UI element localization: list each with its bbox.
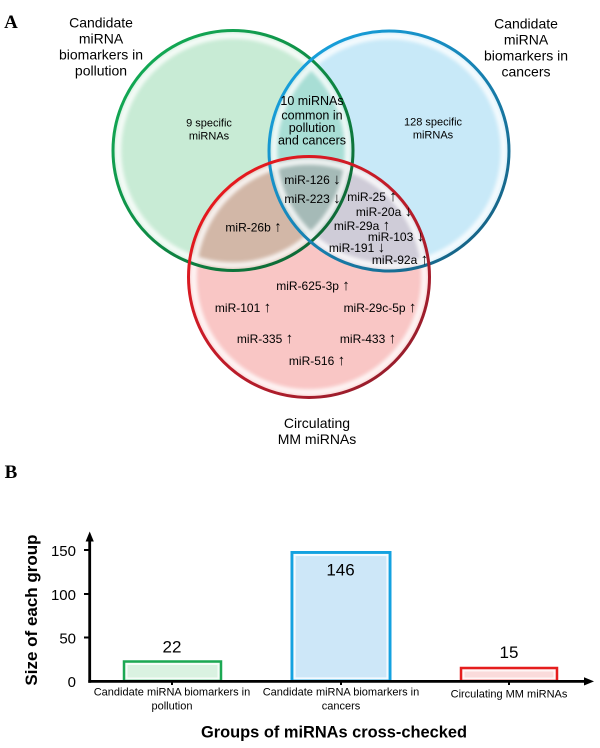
- svg-text:Candidate miRNA biomarkers in: Candidate miRNA biomarkers in: [263, 687, 420, 699]
- svg-text:Circulating MM miRNAs: Circulating MM miRNAs: [451, 689, 568, 701]
- svg-text:22: 22: [163, 638, 182, 657]
- svg-text:miR-26b ↑: miR-26b ↑: [225, 219, 281, 236]
- svg-text:cancers: cancers: [322, 701, 361, 713]
- svg-text:Groups of miRNAs cross-checked: Groups of miRNAs cross-checked: [201, 724, 467, 742]
- svg-text:Candidate: Candidate: [494, 16, 558, 32]
- svg-text:miR-29a ↑: miR-29a ↑: [334, 217, 390, 234]
- svg-text:miRNAs: miRNAs: [413, 130, 454, 142]
- svg-text:9 specific: 9 specific: [186, 118, 232, 130]
- svg-text:miR-191 ↓: miR-191 ↓: [329, 239, 385, 256]
- svg-text:miR-103 ↓: miR-103 ↓: [368, 228, 424, 245]
- svg-text:miRNA: miRNA: [504, 32, 549, 48]
- svg-text:Circulating: Circulating: [284, 415, 350, 431]
- svg-text:biomarkers in: biomarkers in: [484, 48, 568, 64]
- svg-text:pollution: pollution: [152, 701, 193, 713]
- svg-text:pollution: pollution: [289, 121, 336, 135]
- svg-text:100: 100: [51, 587, 76, 604]
- svg-text:miR-335 ↑: miR-335 ↑: [237, 330, 293, 347]
- svg-text:miR-92a ↑: miR-92a ↑: [372, 251, 428, 268]
- svg-text:MM miRNAs: MM miRNAs: [278, 431, 357, 447]
- svg-text:miRNAs: miRNAs: [189, 131, 230, 143]
- svg-text:A: A: [4, 12, 18, 33]
- svg-text:Candidate miRNA biomarkers in: Candidate miRNA biomarkers in: [94, 687, 251, 699]
- svg-text:Size of each group: Size of each group: [22, 534, 41, 685]
- svg-text:128 specific: 128 specific: [404, 117, 463, 129]
- svg-text:miRNA: miRNA: [79, 31, 124, 47]
- svg-text:Candidate: Candidate: [69, 15, 133, 31]
- svg-text:miR-20a ↓: miR-20a ↓: [356, 203, 412, 220]
- svg-text:miR-25 ↑: miR-25 ↑: [347, 188, 397, 205]
- svg-text:miR-433 ↑: miR-433 ↑: [340, 330, 396, 347]
- svg-text:miR-223 ↓: miR-223 ↓: [284, 190, 340, 207]
- svg-text:50: 50: [59, 631, 76, 648]
- svg-text:miR-625-3p ↑: miR-625-3p ↑: [276, 277, 350, 294]
- svg-text:miR-126 ↓: miR-126 ↓: [284, 171, 340, 188]
- svg-text:pollution: pollution: [75, 63, 127, 79]
- svg-text:0: 0: [68, 674, 76, 691]
- svg-text:10 miRNAs: 10 miRNAs: [280, 94, 343, 108]
- svg-text:and cancers: and cancers: [278, 134, 346, 148]
- svg-text:miR-516 ↑: miR-516 ↑: [289, 352, 345, 369]
- svg-text:146: 146: [326, 561, 354, 580]
- svg-text:150: 150: [51, 543, 76, 560]
- svg-text:15: 15: [500, 643, 519, 662]
- svg-text:B: B: [5, 462, 18, 483]
- svg-text:miR-29c-5p ↑: miR-29c-5p ↑: [344, 299, 417, 316]
- svg-text:cancers: cancers: [501, 64, 550, 80]
- svg-text:common in: common in: [281, 109, 342, 123]
- svg-text:biomarkers in: biomarkers in: [59, 47, 143, 63]
- svg-text:miR-101 ↑: miR-101 ↑: [215, 299, 271, 316]
